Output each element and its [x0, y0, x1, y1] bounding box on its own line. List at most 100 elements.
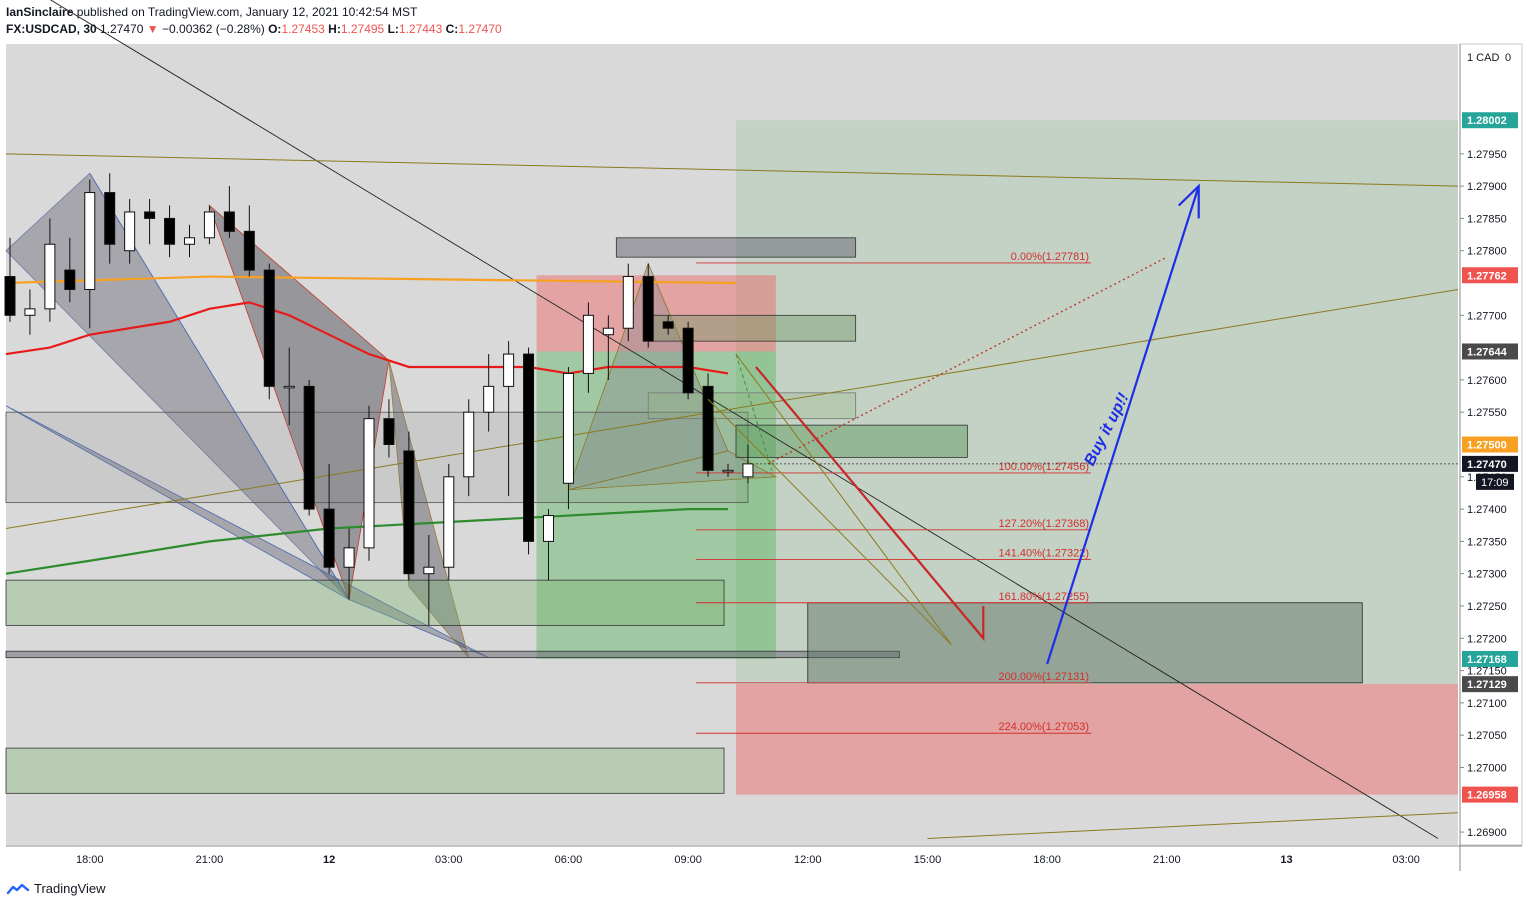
price-tick-label: 1.27600	[1467, 375, 1507, 387]
candle-body	[363, 418, 375, 549]
time-tick-label: 06:00	[555, 854, 583, 866]
high-label: H:	[328, 22, 341, 36]
candle-body	[742, 463, 754, 478]
price-tick-label: 1.27350	[1467, 536, 1507, 548]
price-tick-label: 1.27050	[1467, 730, 1507, 742]
harmonic-bcd-triangle	[388, 360, 470, 658]
price-tick-label: 1.27100	[1467, 698, 1507, 710]
time-tick-label: 03:00	[435, 854, 463, 866]
open-label: O:	[268, 22, 282, 36]
descending-trendline	[49, 0, 1439, 839]
rising-trendline	[5, 288, 1459, 529]
demand-zone-lower	[5, 747, 725, 794]
sell-arrow-head	[966, 605, 985, 642]
moving-average-line	[5, 507, 729, 575]
demand-zone-upper	[5, 579, 725, 626]
symbol-label[interactable]: FX:USDCAD, 30	[6, 22, 97, 36]
price-tag	[1462, 343, 1518, 360]
short-stop-zone	[536, 275, 776, 352]
candle-body	[722, 469, 734, 473]
time-tick-label: 15:00	[914, 854, 942, 866]
footer: TradingView	[6, 881, 106, 896]
tradingview-brand[interactable]: TradingView	[34, 881, 106, 896]
price-tag	[1462, 786, 1518, 803]
low-label: L:	[387, 22, 399, 36]
time-tick-label: 21:00	[1153, 854, 1181, 866]
candle-body	[642, 276, 654, 342]
price-tick-label: 1.27150	[1467, 666, 1507, 678]
author-name[interactable]: IanSinclaire	[6, 5, 74, 19]
price-tick-label: 1.27850	[1467, 213, 1507, 225]
price-tick-label: 1.27550	[1467, 407, 1507, 419]
short-target-zone	[536, 351, 776, 659]
candle-body	[283, 385, 295, 389]
price-tag-label: 1.27470	[1467, 459, 1507, 471]
candle-body	[144, 211, 156, 219]
candle-body	[702, 385, 714, 471]
supply-box-mid	[647, 314, 857, 342]
target-box	[807, 602, 1363, 684]
buy-arrow-line	[1046, 185, 1200, 665]
candle-body	[463, 411, 475, 478]
price-tick-label: 1.27900	[1467, 181, 1507, 193]
price-tick-label: 1.26900	[1467, 827, 1507, 839]
time-tick-label: 12	[323, 854, 335, 866]
symbol-line: FX:USDCAD, 30 1.27470 ▼ −0.00362 (−0.28%…	[6, 22, 502, 36]
long-stop-zone	[735, 684, 1458, 795]
candle-body	[662, 321, 674, 329]
projection-line-a	[735, 353, 952, 646]
candle-body	[582, 314, 594, 374]
published-text: published on TradingView.com, January 12…	[73, 5, 418, 19]
fib-level-label: 161.80%(1.27255)	[998, 591, 1089, 603]
candle-body	[562, 372, 574, 484]
open-value: 1.27453	[281, 22, 325, 36]
price-tag	[1462, 267, 1518, 284]
candle-body	[24, 308, 36, 316]
lower-channel-line	[927, 812, 1459, 840]
candle-body	[183, 237, 195, 245]
price-tick-label: 1.27250	[1467, 601, 1507, 613]
price-tick-label: 1.27950	[1467, 149, 1507, 161]
close-value: 1.27470	[458, 22, 502, 36]
supply-box-top	[615, 237, 857, 258]
buy-arrow-head	[1178, 183, 1200, 219]
candle-body	[263, 269, 275, 387]
range-box	[5, 411, 749, 504]
candle-body	[44, 243, 56, 310]
candle-body	[84, 192, 96, 290]
time-axis-panel	[6, 846, 1458, 871]
fib-level-label: 0.00%(1.27781)	[1011, 251, 1089, 263]
price-tag-label: 1.27168	[1467, 654, 1507, 666]
sell-arrow-line	[755, 366, 985, 639]
last-price: 1.27470	[100, 22, 144, 36]
time-tick-label: 12:00	[794, 854, 822, 866]
price-tick-label: 1.27200	[1467, 633, 1507, 645]
close-label: C:	[445, 22, 459, 36]
fib-level-label: 127.20%(1.27368)	[998, 518, 1089, 530]
price-change: −0.00362 (−0.28%)	[162, 22, 265, 36]
price-tag-label: 1.27129	[1467, 679, 1507, 691]
candle-body	[443, 476, 455, 568]
tradingview-logo-icon[interactable]	[6, 882, 30, 896]
fib-level-label: 141.40%(1.27322)	[998, 547, 1089, 559]
price-tag	[1462, 436, 1518, 453]
order-block	[735, 424, 968, 458]
price-tag-label: 1.27500	[1467, 440, 1507, 452]
plot-background	[6, 44, 1458, 845]
candle-body	[223, 211, 235, 232]
fib-level-label: 200.00%(1.27131)	[998, 671, 1089, 683]
price-tag-label: 1.28002	[1467, 115, 1507, 127]
price-tick-label: 1.27300	[1467, 569, 1507, 581]
price-tick-label: 1.27000	[1467, 762, 1507, 774]
price-tag-label: 1.27644	[1467, 346, 1508, 358]
candle-body	[323, 508, 335, 568]
price-tag-label: 1.27762	[1467, 270, 1507, 282]
candle-body	[124, 211, 136, 252]
candle-body	[4, 276, 16, 316]
down-arrow-icon: ▼	[146, 22, 159, 36]
price-tick-label: 1.27700	[1467, 310, 1507, 322]
price-tag-label: 1.26958	[1467, 790, 1507, 802]
high-value: 1.27495	[340, 22, 385, 36]
low-value: 1.27443	[398, 22, 443, 36]
